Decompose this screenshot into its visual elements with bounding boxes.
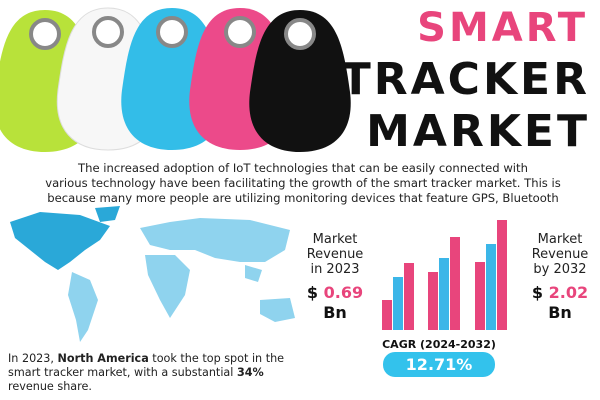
label-line: Market — [537, 232, 583, 247]
summary-highlight: 34% — [236, 366, 264, 379]
cagr-pill — [383, 352, 495, 377]
revenue-value: $ 0.69 Bn — [290, 283, 380, 323]
label-line: Revenue — [306, 247, 364, 262]
unit: Bn — [548, 303, 572, 322]
tracker-white — [56, 7, 160, 151]
label-line: Revenue — [531, 247, 589, 262]
label-line: in 2023 — [310, 262, 360, 277]
description-line: because many more people are utilizing m… — [47, 191, 559, 205]
title-line: SMART — [417, 5, 588, 51]
revenue-label: Market Revenue in 2023 — [295, 232, 375, 277]
value: 2.02 — [548, 283, 589, 302]
currency: $ — [531, 283, 544, 302]
summary-text: revenue share. — [8, 380, 92, 393]
revenue-label: Market Revenue by 2032 — [520, 232, 600, 277]
description: The increased adoption of IoT technologi… — [8, 161, 598, 206]
unit: Bn — [323, 303, 347, 322]
description-line: various technology have been facilitatin… — [45, 176, 561, 190]
summary-text: In 2023, — [8, 352, 58, 365]
title-line: MARKET — [366, 106, 590, 157]
world-map — [10, 206, 295, 342]
value: 0.69 — [323, 283, 364, 302]
title-line: TRACKER — [340, 54, 590, 105]
cagr-value: 12.71% — [405, 355, 473, 374]
label-line: by 2032 — [533, 262, 587, 277]
summary-highlight: North America — [57, 352, 149, 365]
summary: In 2023, North America took the top spot… — [8, 352, 313, 394]
description-line: The increased adoption of IoT technologi… — [78, 161, 528, 175]
growth-bars — [382, 220, 507, 330]
tracker-pink — [189, 8, 291, 150]
tracker-green — [0, 10, 96, 152]
cagr-label: CAGR (2024-2032) — [382, 338, 496, 351]
tracker-cyan — [121, 8, 223, 150]
revenue-value: $ 2.02 Bn — [515, 283, 600, 323]
tracker-black — [249, 10, 351, 152]
summary-text: took the top spot in the smart tracker m… — [8, 352, 285, 379]
currency: $ — [306, 283, 319, 302]
label-line: Market — [312, 232, 358, 247]
